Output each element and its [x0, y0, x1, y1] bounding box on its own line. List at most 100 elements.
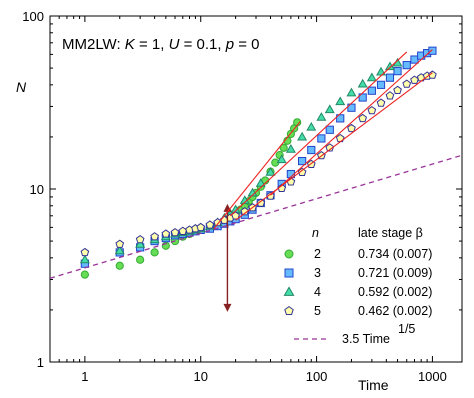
x-axis-label: Time: [358, 377, 389, 393]
legend-series-name: 4: [314, 285, 321, 299]
data-point: [276, 154, 287, 164]
fit-line-series-3: [270, 49, 433, 196]
data-point: [393, 67, 402, 76]
data-point: [346, 87, 357, 97]
data-point: [135, 239, 146, 248]
data-point: [428, 46, 437, 55]
data-point: [240, 207, 250, 216]
data-point: [79, 254, 90, 264]
data-point: [279, 143, 288, 152]
data-point: [402, 79, 412, 88]
legend-series-beta: 0.462 (0.002): [358, 304, 432, 318]
data-point: [324, 104, 335, 114]
fit-lines-top: [213, 49, 433, 229]
series-4-points: [79, 57, 403, 264]
y-tick-label: 10: [30, 182, 44, 197]
data-point: [393, 85, 402, 94]
data-point: [347, 103, 356, 112]
legend-marker-series-2: [284, 249, 294, 259]
y-tick-label: 1: [37, 355, 44, 370]
data-point: [376, 66, 387, 76]
data-point: [205, 220, 215, 229]
data-point: [247, 187, 258, 197]
legend-marker-series-3: [284, 268, 294, 278]
data-point: [402, 61, 411, 70]
data-point: [385, 73, 395, 82]
data-point: [114, 245, 125, 255]
data-point: [357, 78, 368, 88]
legend-header-n: n: [312, 226, 319, 240]
data-point: [410, 55, 419, 64]
title-part: U: [169, 36, 180, 53]
data-point: [307, 145, 316, 155]
data-points: [79, 46, 437, 279]
data-point: [196, 222, 206, 232]
legend-series-beta: 0.721 (0.009): [358, 266, 432, 280]
data-point: [366, 72, 377, 82]
title-part: p: [225, 36, 234, 53]
x-tick-label: 100: [306, 369, 328, 384]
data-point: [170, 227, 180, 237]
data-point: [277, 183, 287, 192]
data-point: [325, 143, 335, 152]
data-point: [367, 106, 377, 115]
data-point: [80, 247, 90, 257]
data-point: [150, 232, 159, 241]
data-point: [335, 96, 346, 106]
title-part: MM2LW:: [62, 36, 125, 53]
x-tick-label: 1: [81, 369, 88, 384]
data-point: [255, 178, 266, 187]
data-point: [347, 123, 356, 133]
data-point: [376, 80, 386, 89]
fit-line-series-5: [235, 72, 433, 221]
data-point: [150, 248, 159, 257]
legend-marker-series-5: [284, 305, 294, 316]
data-point: [297, 167, 307, 176]
data-point: [306, 121, 317, 131]
data-point: [358, 113, 368, 123]
data-point: [325, 125, 334, 134]
data-point: [265, 167, 276, 176]
data-point: [256, 198, 266, 207]
arrow-head-down: [223, 303, 232, 312]
axis-ticks: 1 10 100 1000 1 10 100: [22, 9, 462, 384]
data-point: [161, 229, 171, 238]
data-point: [115, 239, 125, 248]
legend-reference-line-exponent: 1/5: [398, 322, 415, 336]
data-point: [376, 98, 386, 107]
legend-series-beta: 0.592 (0.002): [358, 285, 432, 299]
data-point: [317, 134, 326, 143]
legend-series-name: 2: [314, 247, 321, 261]
legend-series-name: 5: [314, 304, 321, 318]
title-part: = 0: [234, 36, 259, 53]
data-point: [367, 86, 376, 95]
data-point: [428, 70, 437, 79]
data-point: [358, 93, 367, 102]
data-point: [80, 270, 89, 279]
data-point: [410, 75, 419, 84]
data-point: [115, 261, 124, 270]
data-point: [285, 143, 296, 153]
series-5-points: [80, 70, 437, 257]
legend: n late stage β 2 0.734 (0.007) 3 0.721 (0.0…: [283, 226, 432, 346]
chart-title: MM2LW: K = 1, U = 0.1, p = 0: [62, 36, 260, 53]
data-point: [336, 114, 345, 123]
fit-line-series-2: [213, 121, 301, 229]
y-axis-label: N: [16, 79, 27, 95]
title-part: = 0.1,: [179, 36, 225, 53]
legend-header-beta: late stage β: [358, 226, 423, 240]
fit-line-series-4: [229, 51, 408, 217]
data-point: [316, 112, 327, 121]
legend-marker-series-4: [283, 286, 295, 296]
x-tick-label: 1000: [418, 369, 447, 384]
data-point: [298, 156, 307, 166]
legend-series-name: 3: [314, 266, 321, 280]
data-point: [135, 235, 145, 244]
legend-series-beta: 0.734 (0.007): [358, 247, 432, 261]
x-tick-label: 10: [193, 369, 207, 384]
data-point: [297, 131, 308, 141]
legend-reference-line-label: 3.5 Time: [342, 332, 390, 346]
title-part: = 1,: [135, 36, 169, 53]
title-part: K: [125, 36, 136, 53]
